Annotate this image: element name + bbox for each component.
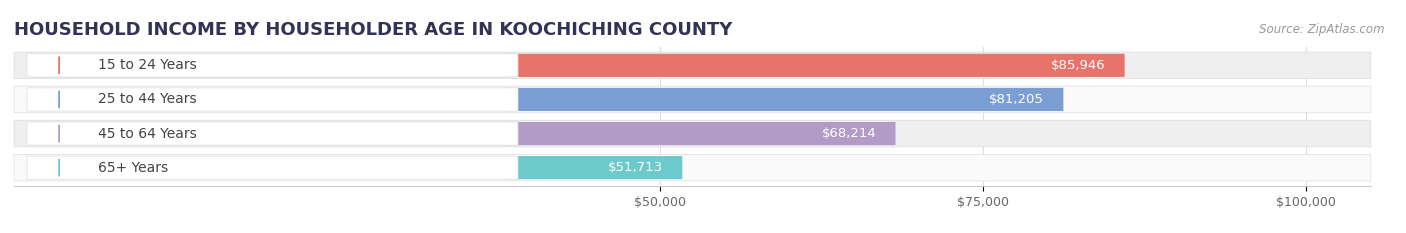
Text: $68,214: $68,214 [821,127,876,140]
Text: 45 to 64 Years: 45 to 64 Years [98,127,197,140]
Text: 15 to 24 Years: 15 to 24 Years [98,58,197,72]
Text: Source: ZipAtlas.com: Source: ZipAtlas.com [1260,23,1385,36]
Text: $51,713: $51,713 [607,161,662,174]
FancyBboxPatch shape [14,52,1371,79]
FancyBboxPatch shape [505,156,682,179]
FancyBboxPatch shape [14,120,1371,147]
Text: 25 to 44 Years: 25 to 44 Years [98,93,197,106]
FancyBboxPatch shape [14,86,1371,113]
Text: $85,946: $85,946 [1050,59,1105,72]
FancyBboxPatch shape [505,122,896,145]
Text: HOUSEHOLD INCOME BY HOUSEHOLDER AGE IN KOOCHICHING COUNTY: HOUSEHOLD INCOME BY HOUSEHOLDER AGE IN K… [14,21,733,39]
FancyBboxPatch shape [27,156,517,179]
FancyBboxPatch shape [14,154,1371,181]
Text: 65+ Years: 65+ Years [98,161,169,175]
FancyBboxPatch shape [27,54,517,77]
FancyBboxPatch shape [27,88,517,111]
Text: $81,205: $81,205 [988,93,1045,106]
FancyBboxPatch shape [27,122,517,145]
FancyBboxPatch shape [505,54,1125,77]
FancyBboxPatch shape [505,88,1063,111]
